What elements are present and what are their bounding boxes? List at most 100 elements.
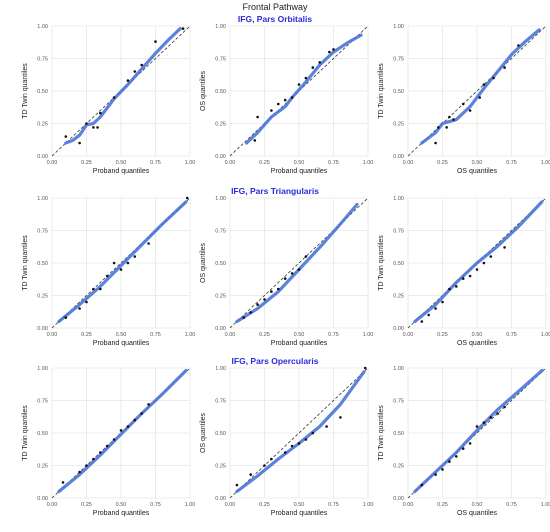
x-axis-label: OS quantiles: [457, 168, 498, 175]
data-point: [126, 261, 130, 265]
data-point: [482, 83, 486, 86]
x-tick-label: 0.50: [116, 502, 127, 508]
qq-panel-4: 0.000.00 0.25 0.25 0.50 0.50 0.75 0.75 1.00 1.00…: [22, 196, 195, 347]
data-point: [297, 83, 301, 86]
x-tick-label: 0.50: [472, 160, 483, 166]
x-axis-label: OS quantiles: [457, 340, 498, 347]
y-axis-label: TD Twin quantiles: [378, 405, 385, 461]
reference-line: [51, 25, 191, 157]
y-tick-label: 0.25: [393, 122, 404, 128]
x-tick-label: 0.75: [328, 502, 339, 508]
x-tick-label: 0.00: [225, 332, 236, 338]
x-tick-label: 0.00: [47, 502, 58, 508]
data-point: [452, 118, 455, 121]
data-point: [185, 196, 189, 200]
y-tick-label: 0.00: [37, 326, 48, 332]
y-axis-label: TD Twin quantiles: [22, 235, 29, 291]
y-tick-label: 0.50: [393, 89, 404, 95]
data-point: [496, 412, 500, 415]
x-tick-label: 0.50: [472, 502, 483, 508]
x-tick-label: 1.00: [185, 160, 196, 166]
data-point: [304, 255, 308, 258]
y-tick-label: 0.75: [393, 229, 404, 235]
data-point: [78, 470, 81, 474]
data-point: [420, 320, 424, 323]
data-point: [441, 300, 444, 304]
y-tick-label: 0.75: [393, 399, 404, 405]
x-tick-label: 0.50: [294, 502, 305, 508]
data-point: [133, 255, 137, 258]
data-point: [270, 457, 273, 461]
data-point: [468, 274, 472, 278]
data-point: [64, 135, 68, 138]
data-point: [270, 109, 273, 112]
data-point: [283, 98, 287, 102]
x-tick-label: 1.00: [541, 502, 550, 508]
x-tick-label: 0.50: [294, 332, 305, 338]
data-point: [112, 261, 116, 265]
data-point: [318, 61, 322, 64]
x-tick-label: 1.00: [185, 332, 196, 338]
data-point: [99, 111, 102, 115]
data-point: [455, 455, 458, 458]
x-tick-label: 0.25: [437, 332, 448, 338]
data-point: [290, 96, 294, 99]
data-point: [434, 473, 437, 476]
data-point: [61, 481, 65, 484]
y-tick-label: 1.00: [393, 24, 404, 30]
data-point: [437, 126, 440, 129]
data-point: [112, 96, 116, 99]
x-axis-label: OS quantiles: [457, 510, 498, 517]
quantile-fit-line: [245, 33, 363, 145]
reference-line: [229, 367, 369, 499]
x-tick-label: 0.50: [116, 160, 127, 166]
data-point: [455, 285, 458, 288]
data-point: [461, 277, 465, 280]
data-point: [492, 76, 495, 80]
y-tick-label: 0.50: [37, 89, 48, 95]
x-tick-label: 1.00: [363, 160, 374, 166]
y-tick-label: 0.75: [215, 229, 226, 235]
y-tick-label: 0.00: [393, 326, 404, 332]
data-point: [325, 425, 328, 428]
x-tick-label: 0.00: [47, 160, 58, 166]
y-tick-label: 1.00: [215, 24, 226, 30]
data-point: [263, 298, 266, 301]
data-point: [503, 405, 506, 409]
y-tick-label: 0.50: [215, 261, 226, 267]
x-tick-label: 1.00: [185, 502, 196, 508]
data-point: [147, 403, 150, 406]
data-point: [517, 44, 520, 47]
data-point: [445, 126, 448, 129]
y-tick-label: 0.00: [37, 496, 48, 502]
data-point: [99, 451, 102, 454]
data-point: [482, 421, 486, 424]
data-point: [468, 109, 472, 112]
data-point: [277, 102, 280, 106]
data-point: [242, 316, 246, 319]
data-point: [99, 287, 102, 291]
x-tick-label: 0.75: [506, 502, 517, 508]
data-point: [78, 141, 81, 145]
x-tick-label: 0.00: [225, 502, 236, 508]
y-tick-label: 0.00: [393, 154, 404, 160]
y-axis-label: TD Twin quantiles: [22, 405, 29, 461]
x-tick-label: 0.00: [403, 332, 414, 338]
data-point: [147, 242, 150, 245]
data-point: [297, 268, 301, 271]
y-tick-label: 0.75: [215, 399, 226, 405]
data-point: [92, 287, 95, 291]
x-tick-label: 0.75: [150, 502, 161, 508]
y-tick-label: 1.00: [393, 196, 404, 202]
data-point: [290, 444, 294, 448]
data-point: [461, 102, 465, 106]
data-point: [503, 246, 506, 249]
quantile-fit-line: [420, 28, 541, 145]
y-axis-label: OS quantiles: [200, 412, 207, 453]
qq-panel-1: 0.000.00 0.25 0.25 0.50 0.50 0.75 0.75 1.00 1.00…: [22, 24, 195, 175]
data-point: [304, 438, 308, 441]
data-point: [140, 63, 143, 67]
x-axis-label: Proband quantiles: [271, 340, 328, 347]
x-tick-label: 1.00: [541, 160, 550, 166]
